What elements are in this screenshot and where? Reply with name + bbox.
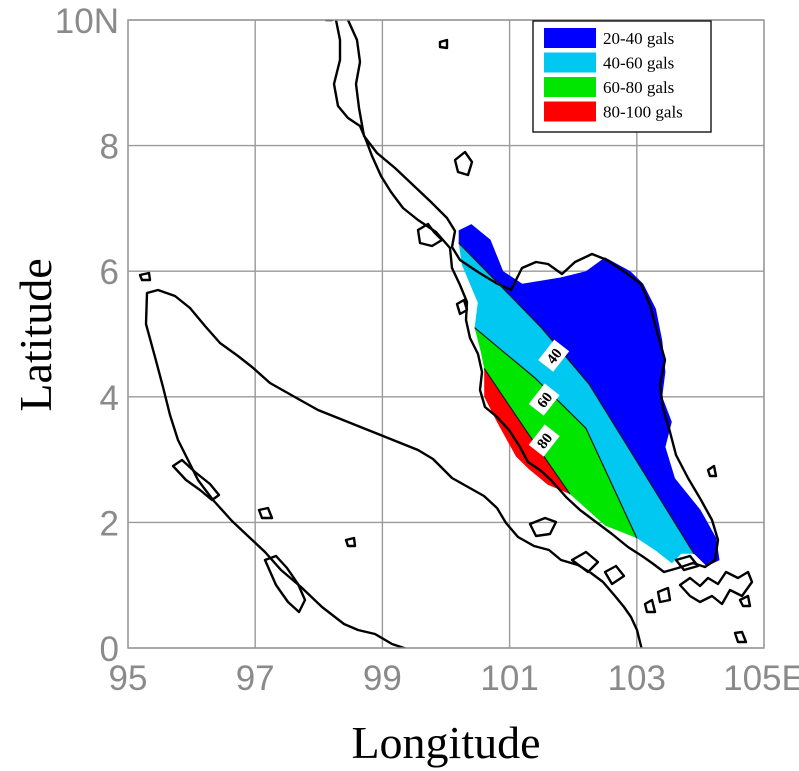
island-tiny-a bbox=[438, 38, 449, 50]
x-tick-label: 99 bbox=[363, 659, 402, 698]
island-simeulue bbox=[171, 458, 221, 502]
island-penang bbox=[455, 298, 469, 316]
island-nias bbox=[263, 554, 307, 614]
island-small-1 bbox=[257, 506, 274, 520]
contour-label-40: 40 bbox=[538, 339, 570, 372]
island-small-3 bbox=[138, 271, 152, 282]
coastlines bbox=[138, 20, 754, 648]
coastline-sumatra bbox=[144, 288, 643, 648]
hazard-zone-60-80-gals bbox=[474, 327, 637, 539]
y-tick-label: 8 bbox=[100, 128, 119, 167]
island-riau-2 bbox=[643, 598, 657, 614]
hazard-zone-40-60-gals bbox=[458, 242, 694, 564]
island-riau-3 bbox=[674, 554, 700, 572]
island-small-2 bbox=[344, 536, 357, 548]
y-tick-label: 2 bbox=[100, 504, 119, 543]
island-andaman bbox=[453, 150, 474, 177]
x-axis-title: Longitude bbox=[351, 717, 540, 768]
x-tick-label: 97 bbox=[236, 659, 275, 698]
x-tick-label: 101 bbox=[480, 659, 538, 698]
legend-swatch bbox=[544, 28, 596, 48]
y-tick-label: 4 bbox=[100, 379, 119, 418]
legend: 20-40 gals 40-60 gals 60-80 gals 80-100 gal… bbox=[532, 20, 712, 133]
y-axis-title: Latitude bbox=[10, 258, 61, 411]
island-riau-6 bbox=[738, 594, 752, 608]
island-bengkalis bbox=[528, 516, 558, 538]
island-rupat bbox=[570, 550, 600, 574]
island-riau-1 bbox=[656, 586, 672, 604]
legend-label: 20-40 gals bbox=[603, 29, 674, 48]
y-tick-label: 6 bbox=[100, 253, 119, 292]
island-riau-4 bbox=[706, 464, 718, 478]
contour-label-bg bbox=[528, 424, 560, 457]
axis-ticks: 95 97 99 101 103 105E 0 2 4 6 8 10N bbox=[55, 2, 799, 698]
y-tick-label: 0 bbox=[100, 630, 119, 669]
island-langkawi bbox=[416, 222, 444, 248]
legend-label: 60-80 gals bbox=[603, 78, 674, 97]
island-tiny-b bbox=[324, 20, 334, 22]
x-tick-label: 95 bbox=[109, 659, 148, 698]
x-tick-label: 103 bbox=[608, 659, 666, 698]
contour-label-bg bbox=[538, 339, 570, 372]
contour-labels: 40 60 80 bbox=[528, 339, 570, 457]
x-tick-label: 105E bbox=[723, 659, 799, 698]
contour-line-2 bbox=[483, 368, 571, 495]
plot-frame bbox=[127, 19, 765, 649]
legend-swatch bbox=[544, 77, 596, 97]
contour-label-60: 60 bbox=[528, 383, 560, 416]
y-tick-label: 10N bbox=[55, 2, 119, 41]
legend-swatch bbox=[544, 52, 596, 73]
contour-label-80: 80 bbox=[528, 424, 560, 457]
contour-label-bg bbox=[528, 383, 560, 416]
island-karimun bbox=[603, 564, 626, 586]
contour-line-1 bbox=[474, 327, 638, 539]
island-riau-5 bbox=[733, 630, 748, 644]
island-riau-cluster bbox=[678, 570, 754, 606]
legend-swatch bbox=[544, 101, 596, 122]
legend-label: 80-100 gals bbox=[603, 103, 683, 122]
legend-label: 40-60 gals bbox=[603, 54, 674, 73]
